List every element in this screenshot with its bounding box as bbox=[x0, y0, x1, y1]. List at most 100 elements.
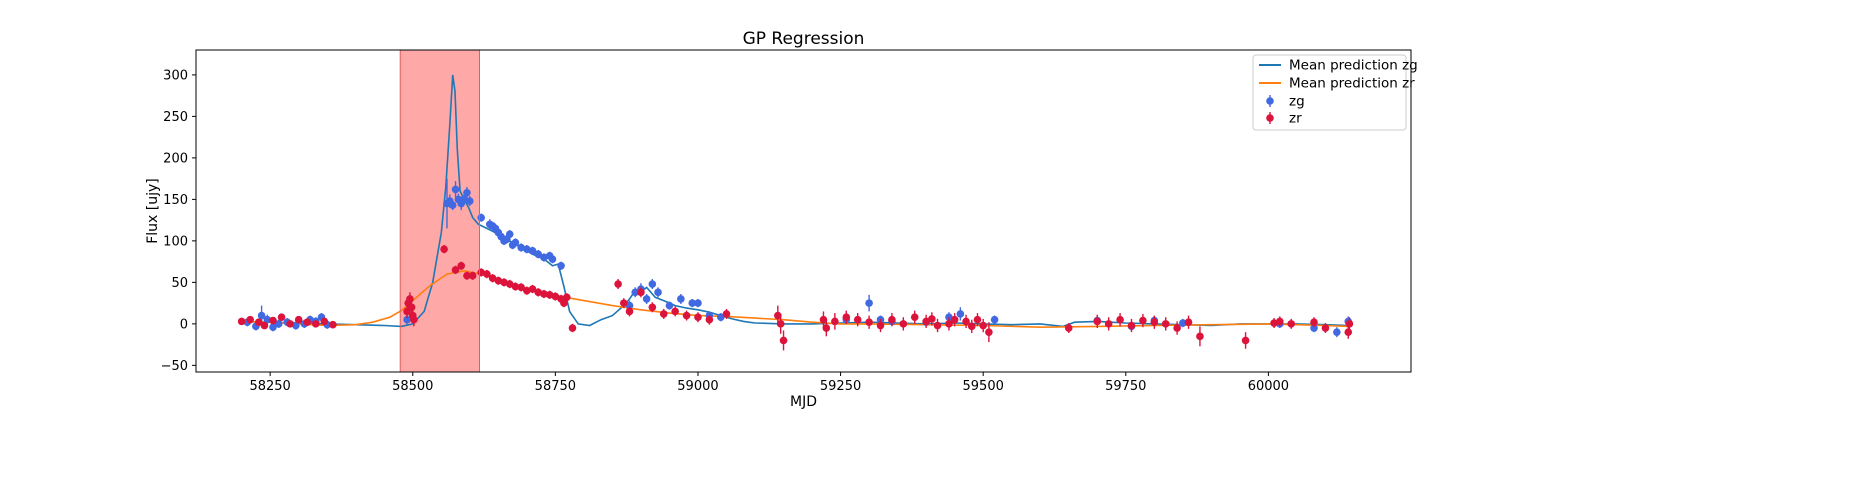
data-point bbox=[659, 310, 668, 318]
y-tick-label: 200 bbox=[163, 151, 188, 166]
data-point bbox=[294, 315, 303, 324]
data-point bbox=[463, 271, 471, 280]
data-point bbox=[254, 318, 263, 327]
data-point bbox=[853, 315, 862, 324]
data-point bbox=[483, 270, 491, 278]
data-point bbox=[551, 292, 560, 301]
data-point bbox=[688, 299, 697, 307]
data-point bbox=[451, 185, 460, 194]
legend-label-zg-line: Mean prediction zg bbox=[1289, 58, 1418, 74]
data-point bbox=[1093, 317, 1102, 326]
data-point bbox=[1161, 320, 1170, 328]
data-point bbox=[410, 315, 418, 324]
data-point bbox=[677, 295, 685, 303]
data-point bbox=[1196, 332, 1204, 341]
axes-frame bbox=[195, 49, 1412, 373]
data-point bbox=[534, 288, 543, 297]
data-point bbox=[642, 295, 651, 303]
legend-box bbox=[1252, 54, 1407, 131]
data-point bbox=[962, 317, 970, 326]
data-point bbox=[257, 311, 266, 320]
data-point bbox=[716, 313, 725, 322]
x-tick-label: 58750 bbox=[535, 379, 576, 394]
data-point bbox=[488, 274, 497, 283]
data-point bbox=[1064, 324, 1073, 332]
data-point bbox=[865, 318, 873, 327]
data-point bbox=[540, 290, 548, 298]
data-point bbox=[865, 299, 873, 307]
data-point bbox=[950, 315, 959, 324]
data-point bbox=[269, 323, 277, 331]
data-point bbox=[671, 307, 679, 316]
data-point bbox=[822, 324, 831, 332]
data-point bbox=[523, 286, 531, 295]
data-point bbox=[311, 320, 320, 328]
data-point bbox=[1173, 324, 1181, 332]
data-point bbox=[320, 317, 329, 326]
data-point bbox=[466, 197, 474, 205]
legend-swatch-zr-points bbox=[1266, 112, 1274, 124]
data-point bbox=[269, 316, 277, 325]
data-point bbox=[548, 255, 557, 263]
data-point bbox=[448, 201, 457, 209]
data-point bbox=[494, 276, 503, 285]
data-point bbox=[648, 280, 657, 288]
x-axis-title: MJD bbox=[790, 394, 817, 410]
data-point bbox=[842, 313, 851, 322]
data-point bbox=[1287, 320, 1296, 328]
data-point bbox=[477, 213, 486, 222]
data-point bbox=[1179, 319, 1187, 327]
data-point bbox=[1139, 316, 1147, 325]
data-point bbox=[694, 313, 702, 322]
data-point bbox=[237, 317, 246, 326]
data-point bbox=[1276, 317, 1284, 326]
data-point bbox=[246, 315, 254, 324]
y-tick-label: −50 bbox=[161, 359, 188, 374]
data-point bbox=[534, 250, 543, 258]
data-point bbox=[682, 311, 691, 320]
data-point bbox=[511, 282, 520, 291]
data-point bbox=[292, 321, 300, 330]
data-point bbox=[1241, 336, 1250, 345]
data-point bbox=[956, 310, 965, 318]
y-tick-label: 100 bbox=[163, 234, 188, 249]
data-point bbox=[528, 285, 537, 293]
data-point bbox=[722, 310, 731, 318]
data-point bbox=[705, 315, 714, 324]
series-points-zr bbox=[237, 245, 1354, 351]
data-point bbox=[468, 271, 477, 280]
data-point bbox=[1150, 318, 1159, 327]
data-point bbox=[260, 321, 269, 330]
data-point bbox=[774, 311, 782, 320]
data-point bbox=[899, 320, 908, 328]
data-point bbox=[505, 230, 514, 239]
data-point bbox=[990, 315, 999, 324]
data-point bbox=[505, 280, 514, 288]
data-point bbox=[274, 320, 283, 328]
data-point bbox=[329, 320, 337, 329]
data-point bbox=[406, 295, 414, 303]
data-point bbox=[540, 253, 548, 262]
x-tick-label: 59250 bbox=[820, 379, 861, 394]
data-point bbox=[568, 324, 577, 332]
data-point bbox=[403, 315, 411, 324]
data-point bbox=[1127, 321, 1136, 330]
data-point bbox=[876, 321, 885, 330]
y-tick-label: 150 bbox=[163, 193, 188, 208]
data-point bbox=[654, 288, 662, 297]
data-point bbox=[928, 315, 936, 323]
data-point bbox=[694, 299, 702, 307]
data-point bbox=[922, 317, 930, 326]
legend: Mean prediction zg Mean prediction zr zg… bbox=[1252, 54, 1418, 131]
data-point bbox=[648, 303, 657, 312]
y-axis-title: Flux [ujy] bbox=[145, 178, 161, 244]
data-point bbox=[451, 266, 460, 274]
data-point bbox=[511, 238, 520, 247]
data-point bbox=[562, 293, 571, 302]
data-point bbox=[463, 188, 471, 197]
data-point bbox=[1321, 324, 1330, 332]
data-point bbox=[517, 283, 525, 292]
data-point bbox=[557, 261, 565, 270]
data-point bbox=[637, 288, 645, 297]
